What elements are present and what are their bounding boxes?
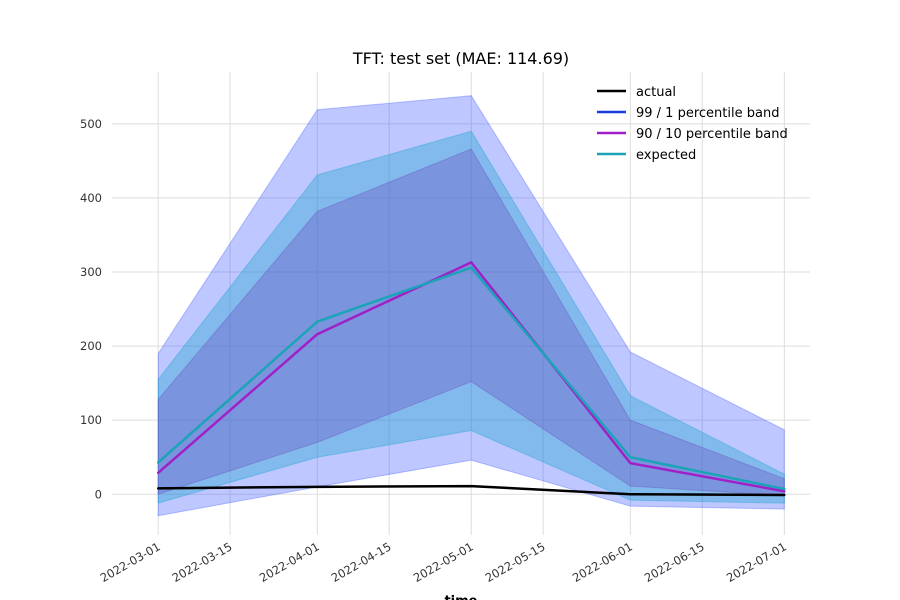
series-lines — [156, 261, 786, 497]
x-tick-label: 2022-05-15 — [483, 539, 548, 585]
legend-entry: 90 / 10 percentile band — [636, 127, 788, 142]
chart-title: TFT: test set (MAE: 114.69) — [352, 49, 569, 68]
y-tick-label: 100 — [80, 413, 102, 427]
x-tick-label: 2022-04-01 — [257, 539, 322, 585]
series-line-actual — [156, 484, 786, 497]
legend: actual 99 / 1 percentile band 90 / 10 perc… — [597, 85, 788, 163]
y-tick-label: 500 — [80, 117, 102, 131]
y-tick-label: 200 — [80, 339, 102, 353]
x-tick-label: 2022-03-15 — [170, 539, 235, 585]
x-tick-label: 2022-07-01 — [724, 539, 789, 585]
y-tick-label: 300 — [80, 265, 102, 279]
x-tick-label: 2022-06-01 — [570, 539, 635, 585]
percentile-band-1 — [157, 130, 785, 504]
x-axis-label: time — [444, 594, 477, 600]
percentile-band-0 — [157, 95, 785, 517]
x-tick-label: 2022-05-01 — [411, 539, 476, 585]
y-tick-label: 0 — [95, 487, 102, 501]
x-tick-label: 2022-04-15 — [329, 539, 394, 585]
legend-entry: actual — [636, 85, 676, 100]
legend-entry: 99 / 1 percentile band — [636, 106, 779, 121]
x-tick-label: 2022-03-01 — [98, 539, 163, 585]
y-axis: 0 100 200 300 400 500 — [80, 117, 102, 501]
x-axis: 2022-03-01 2022-03-15 2022-04-01 2022-04-15… — [98, 539, 789, 585]
y-tick-label: 400 — [80, 191, 102, 205]
series-line-90-10-percentile-band — [156, 261, 786, 493]
bands — [157, 95, 785, 517]
x-tick-label: 2022-06-15 — [642, 539, 707, 585]
legend-entry: expected — [636, 148, 696, 163]
series-line-expected — [156, 266, 786, 491]
